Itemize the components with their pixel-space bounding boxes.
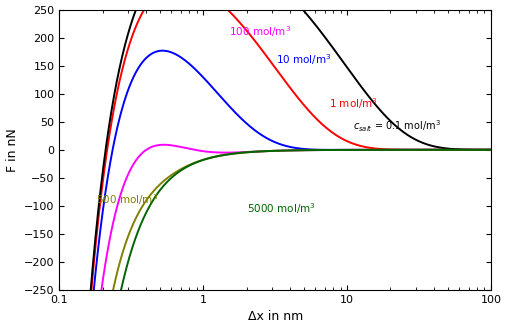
Text: 10 mol/m$^3$: 10 mol/m$^3$	[276, 53, 332, 67]
Text: 1 mol/m$^3$: 1 mol/m$^3$	[329, 96, 378, 111]
Text: 500 mol/m$^3$: 500 mol/m$^3$	[96, 192, 158, 207]
Text: 5000 mol/m$^3$: 5000 mol/m$^3$	[246, 201, 315, 216]
Y-axis label: F in nN: F in nN	[6, 128, 19, 172]
Text: 100 mol/m$^3$: 100 mol/m$^3$	[229, 25, 291, 39]
Text: $c_{salt}$ = 0.1 mol/m$^3$: $c_{salt}$ = 0.1 mol/m$^3$	[353, 118, 441, 134]
X-axis label: Δx in nm: Δx in nm	[247, 311, 303, 323]
